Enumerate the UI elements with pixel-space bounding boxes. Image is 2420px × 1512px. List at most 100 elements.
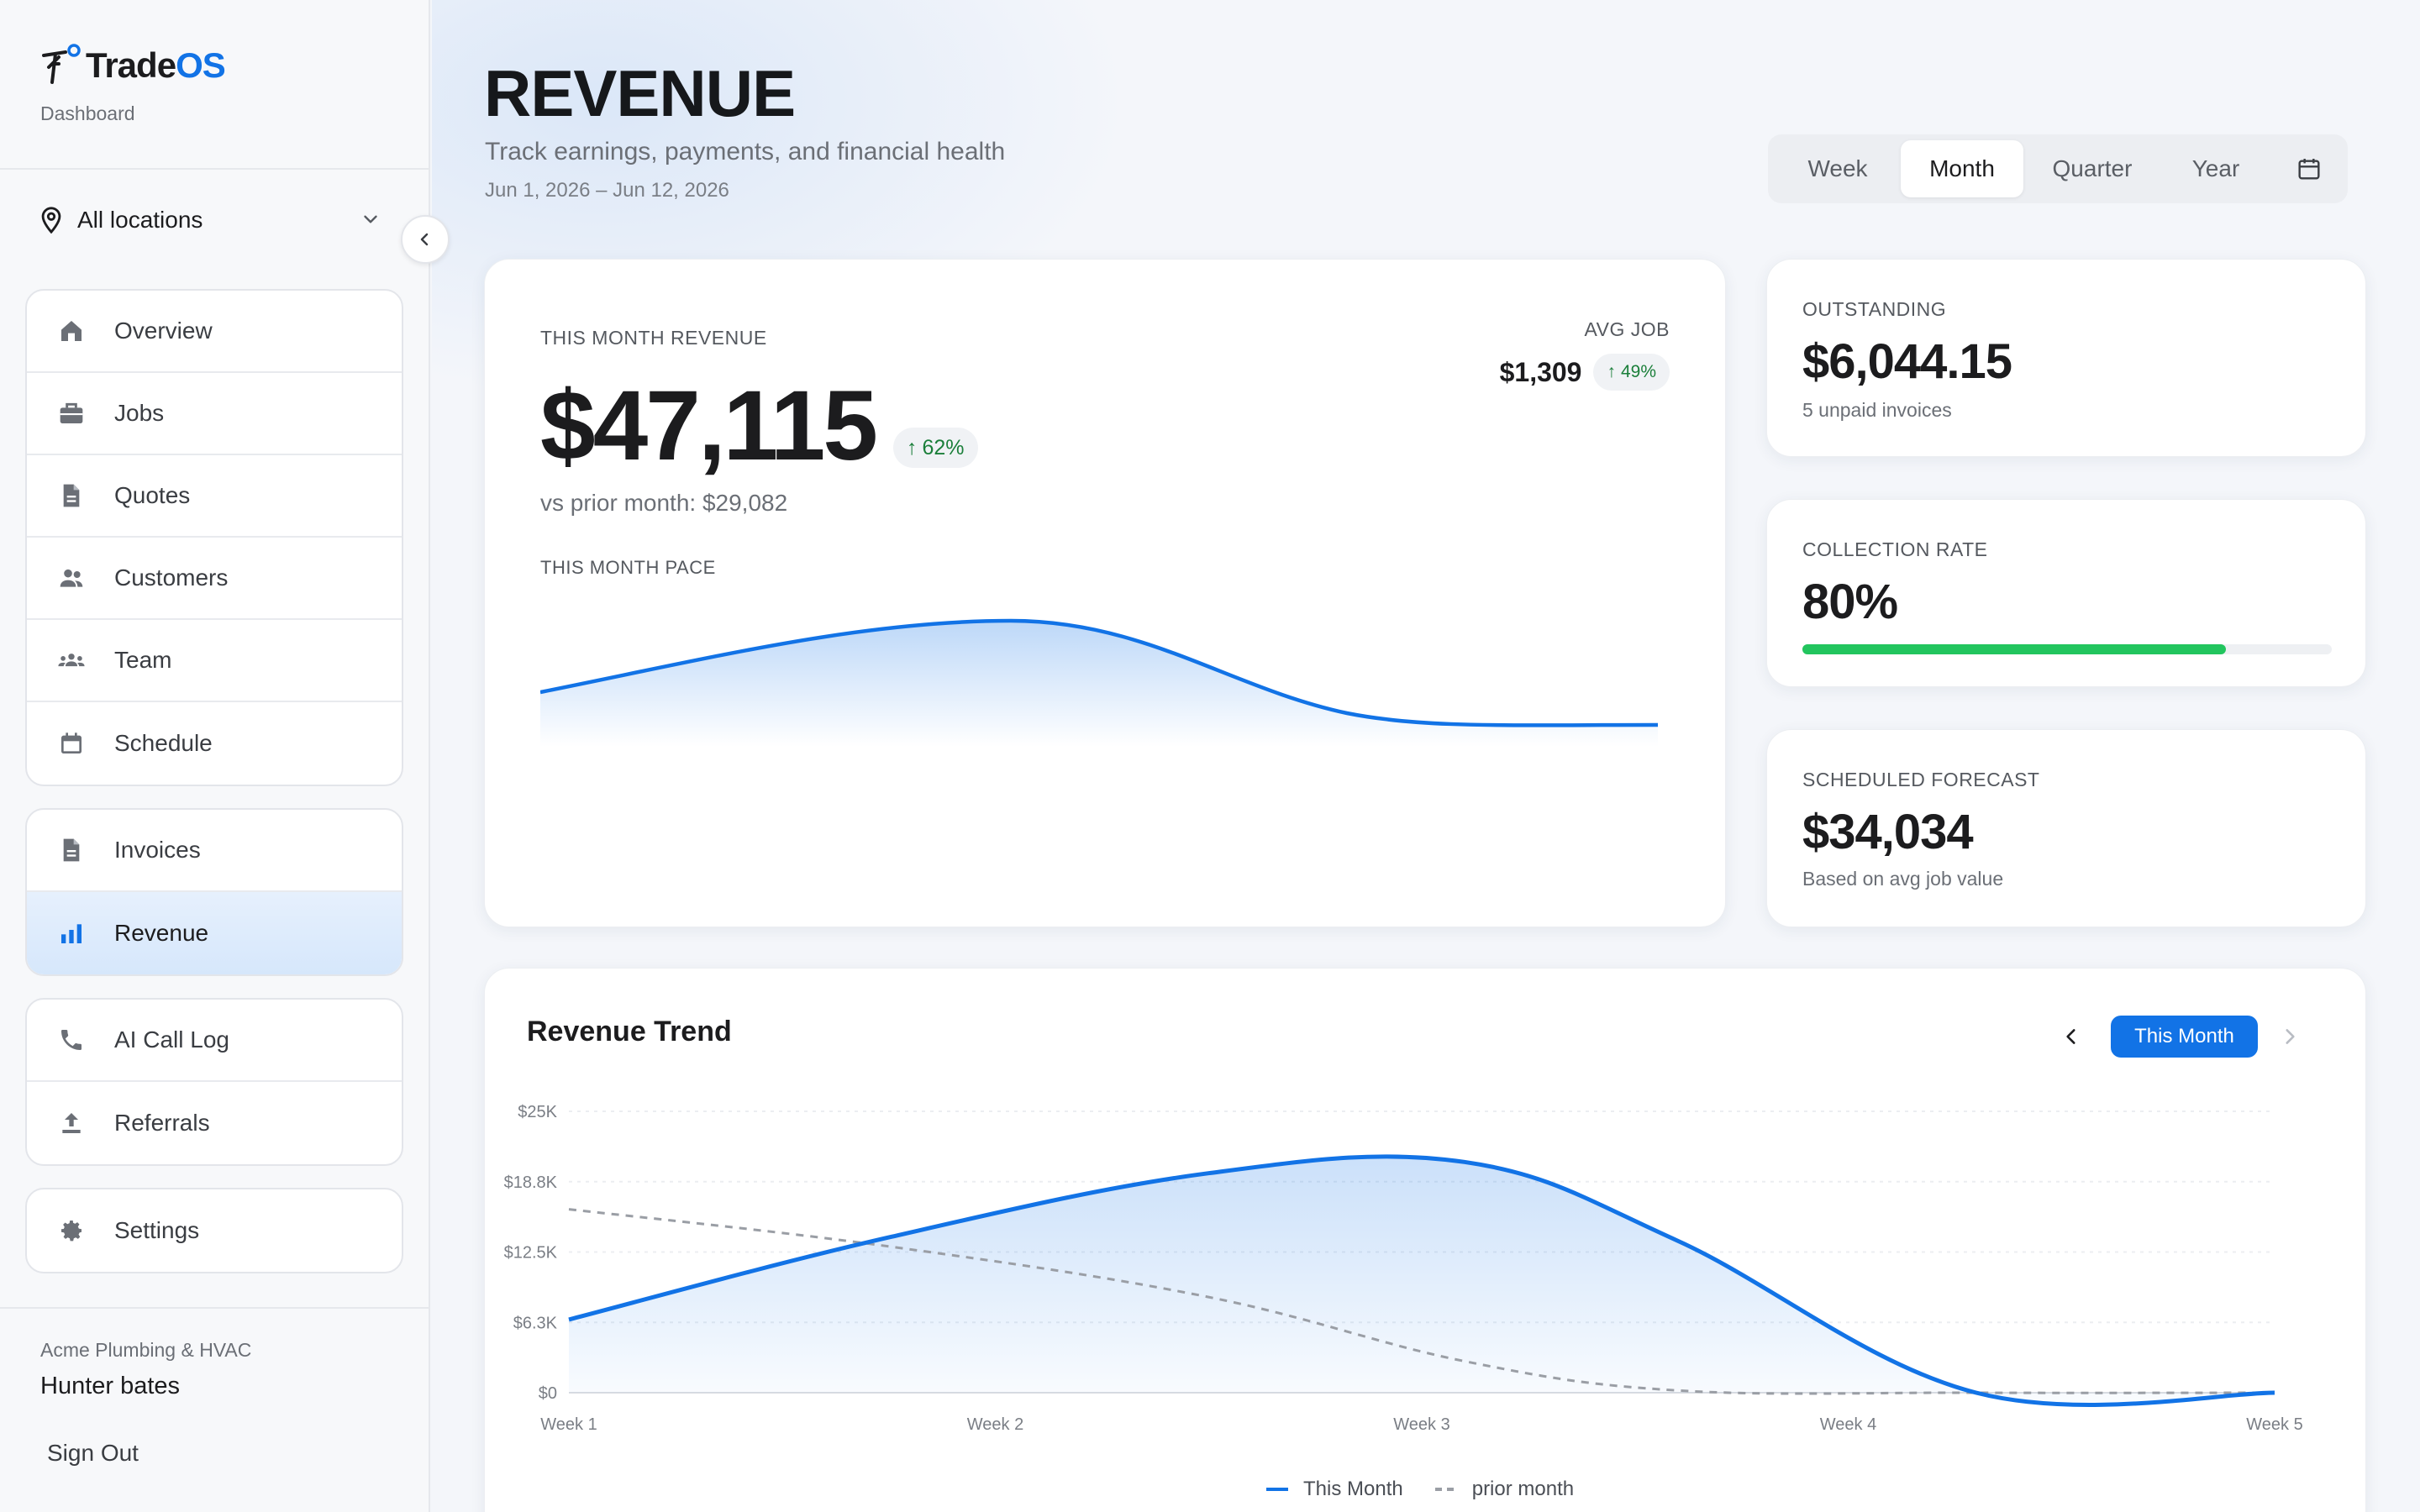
sidebar-item-label: AI Call Log bbox=[114, 1026, 229, 1053]
outstanding-label: OUTSTANDING bbox=[1802, 298, 1947, 320]
y-tick-label: $25K bbox=[518, 1103, 557, 1121]
period-quarter-button[interactable]: Quarter bbox=[2052, 155, 2133, 181]
brand-subtitle: Dashboard bbox=[40, 102, 135, 124]
collapse-sidebar-button[interactable] bbox=[401, 215, 450, 264]
sidebar-item-label: Quotes bbox=[114, 482, 191, 508]
document-icon bbox=[57, 481, 86, 510]
people-icon bbox=[57, 564, 86, 592]
period-month-button[interactable]: Month bbox=[1901, 140, 2023, 197]
gear-icon bbox=[57, 1216, 86, 1245]
sidebar-item-schedule[interactable]: Schedule bbox=[27, 702, 402, 785]
this-month-button[interactable]: This Month bbox=[2111, 1016, 2258, 1058]
arrow-up-icon: ↑ bbox=[907, 435, 918, 459]
y-tick-label: $12.5K bbox=[504, 1244, 558, 1263]
tradeos-logo-icon bbox=[42, 44, 81, 84]
sidebar-item-settings[interactable]: Settings bbox=[27, 1189, 402, 1272]
x-tick-label: Week 1 bbox=[540, 1415, 597, 1434]
brand-name-left: Trade bbox=[86, 45, 176, 85]
revenue-comparison: vs prior month: $29,082 bbox=[540, 490, 788, 516]
date-picker-button[interactable] bbox=[2284, 144, 2334, 194]
outstanding-card: OUTSTANDING $6,044.15 5 unpaid invoices bbox=[1766, 259, 2366, 457]
sidebar-item-label: Jobs bbox=[114, 400, 165, 426]
avg-job-value: $1,309 bbox=[1499, 356, 1582, 387]
revenue-card: THIS MONTH REVENUE $47,115 ↑ 62% vs prior… bbox=[484, 259, 1726, 927]
brand-name-right: OS bbox=[176, 45, 226, 85]
chevron-right-icon bbox=[2286, 1029, 2295, 1044]
home-icon bbox=[57, 317, 86, 345]
collection-label: COLLECTION RATE bbox=[1802, 538, 1988, 560]
location-selector[interactable]: All locations bbox=[37, 202, 390, 239]
avg-job-row: $1,309 ↑ 49% bbox=[1500, 354, 1670, 391]
trend-title: Revenue Trend bbox=[527, 1016, 732, 1047]
revenue-trend-chart: $0 $6.3K $12.5K $18.8K $25K Week 1 Week 2 Week … bbox=[504, 1103, 2303, 1434]
upload-icon bbox=[57, 1109, 86, 1137]
pace-area bbox=[540, 621, 1658, 747]
legend-this-month: This Month bbox=[1303, 1478, 1403, 1500]
revenue-change-value: 62% bbox=[922, 435, 965, 459]
phone-icon bbox=[57, 1026, 86, 1054]
sidebar-item-customers[interactable]: Customers bbox=[27, 538, 402, 620]
sidebar-item-label: Schedule bbox=[114, 730, 213, 756]
organization-name: Acme Plumbing & HVAC bbox=[40, 1339, 252, 1361]
revenue-value: $47,115 bbox=[540, 370, 878, 481]
pace-sparkline bbox=[540, 618, 1659, 747]
chevron-down-icon bbox=[364, 215, 377, 223]
forecast-sub: Based on avg job value bbox=[1802, 868, 2004, 890]
nav-group-tools: AI Call Log Referrals bbox=[25, 998, 403, 1166]
arrow-up-icon: ↑ bbox=[1607, 362, 1616, 381]
legend-prior-month: prior month bbox=[1471, 1478, 1575, 1500]
avg-job-change-value: 49% bbox=[1620, 362, 1656, 381]
page-title: REVENUE bbox=[484, 56, 796, 130]
sidebar-item-referrals[interactable]: Referrals bbox=[27, 1082, 402, 1164]
forecast-value: $34,034 bbox=[1802, 805, 1974, 859]
calendar-icon bbox=[2298, 159, 2320, 180]
sidebar-divider bbox=[0, 168, 430, 170]
revenue-label: THIS MONTH REVENUE bbox=[540, 327, 767, 349]
revenue-trend-card: Revenue Trend This Month $0 $6.3K $12.5K $1… bbox=[484, 968, 2366, 1512]
sidebar-item-invoices[interactable]: Invoices bbox=[27, 810, 402, 892]
sidebar-item-ai-call-log[interactable]: AI Call Log bbox=[27, 1000, 402, 1082]
forecast-label: SCHEDULED FORECAST bbox=[1802, 769, 2040, 790]
y-tick-label: $6.3K bbox=[513, 1314, 558, 1332]
sidebar-item-team[interactable]: Team bbox=[27, 620, 402, 702]
period-year-button[interactable]: Year bbox=[2191, 155, 2240, 181]
sign-out-button[interactable]: Sign Out bbox=[47, 1440, 139, 1466]
sidebar-item-overview[interactable]: Overview bbox=[27, 291, 402, 373]
sidebar-item-label: Invoices bbox=[114, 837, 201, 863]
sidebar-item-label: Customers bbox=[114, 564, 229, 591]
period-selector: Week Month Quarter Year bbox=[1768, 134, 2348, 203]
collection-value: 80% bbox=[1802, 575, 1898, 629]
sidebar: TradeOS Dashboard All locations Overview… bbox=[0, 0, 430, 1512]
document-icon bbox=[57, 836, 86, 864]
sidebar-item-revenue[interactable]: Revenue bbox=[27, 892, 402, 974]
sidebar-item-label: Referrals bbox=[114, 1110, 210, 1136]
forecast-card: SCHEDULED FORECAST $34,034 Based on avg … bbox=[1766, 729, 2366, 927]
location-label: All locations bbox=[77, 207, 203, 233]
briefcase-icon bbox=[57, 399, 86, 428]
avg-job-label: AVG JOB bbox=[1584, 318, 1670, 340]
pace-label: THIS MONTH PACE bbox=[540, 557, 716, 578]
period-week-button[interactable]: Week bbox=[1807, 155, 1868, 181]
chevron-left-icon bbox=[2066, 1029, 2075, 1044]
sidebar-item-label: Revenue bbox=[114, 920, 209, 946]
trend-prev-button[interactable] bbox=[2053, 1018, 2090, 1055]
sidebar-item-quotes[interactable]: Quotes bbox=[27, 455, 402, 538]
collection-rate-card: COLLECTION RATE 80% bbox=[1766, 499, 2366, 687]
y-tick-label: $18.8K bbox=[504, 1173, 558, 1192]
sidebar-item-jobs[interactable]: Jobs bbox=[27, 373, 402, 455]
outstanding-value: $6,044.15 bbox=[1802, 334, 2012, 389]
outstanding-sub: 5 unpaid invoices bbox=[1802, 399, 1952, 421]
legend-swatch-this-month bbox=[1266, 1488, 1288, 1491]
brand-logo[interactable]: TradeOS bbox=[40, 42, 226, 89]
this-month-line bbox=[568, 1154, 2275, 1407]
nav-group-finance: Invoices Revenue bbox=[25, 808, 403, 976]
location-pin-icon bbox=[41, 207, 61, 234]
x-tick-label: Week 5 bbox=[2246, 1415, 2302, 1434]
y-tick-label: $0 bbox=[539, 1384, 557, 1403]
nav-group-main: Overview Jobs Quotes Customers Team Sche… bbox=[25, 289, 403, 786]
avg-job-change-badge: ↑ 49% bbox=[1593, 354, 1670, 391]
pace-line bbox=[540, 618, 1659, 727]
page-subtitle: Track earnings, payments, and financial … bbox=[485, 138, 1006, 165]
nav-group-settings: Settings bbox=[25, 1188, 403, 1273]
trend-next-button[interactable] bbox=[2271, 1018, 2308, 1055]
